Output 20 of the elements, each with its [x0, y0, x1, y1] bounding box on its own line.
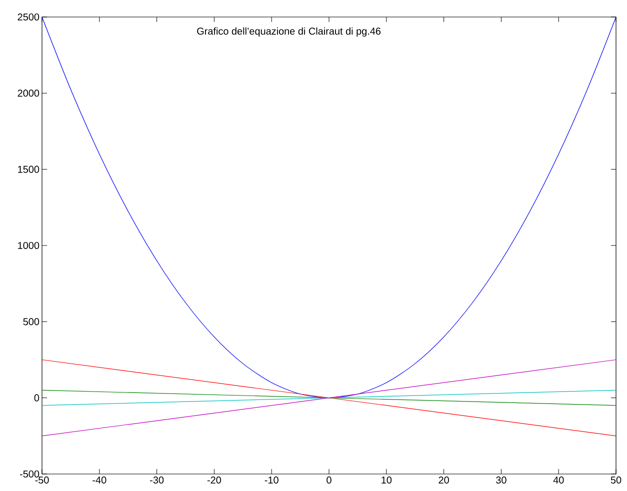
text: Grafico dell’equazione di Clairaut di pg.46 — [197, 27, 381, 37]
x-tick-label: -40 — [92, 476, 106, 484]
x-tick-label: -20 — [207, 476, 222, 484]
x-tick-label: 30 — [496, 476, 506, 484]
x-tick-label: -50 — [35, 476, 49, 484]
y-tick-label: 2000 — [18, 90, 40, 97]
y-tick-label: 1000 — [18, 242, 40, 250]
x-tick-label: 0 — [326, 476, 332, 484]
x-tick-label: 50 — [610, 476, 622, 484]
y-tick-label: -500 — [20, 470, 40, 478]
x-tick-label: 20 — [438, 476, 449, 484]
x-tick-label: -10 — [264, 476, 278, 484]
x-tick-label: 10 — [382, 476, 392, 484]
x-tick-label: -30 — [150, 476, 164, 484]
y-tick-label: 2500 — [18, 13, 40, 21]
x-tick-label: 40 — [553, 476, 564, 484]
y-tick-label: 0 — [34, 394, 40, 402]
line-series — [42, 16, 616, 398]
y-tick-label: 500 — [23, 318, 40, 326]
y-tick-label: 1500 — [18, 166, 40, 173]
